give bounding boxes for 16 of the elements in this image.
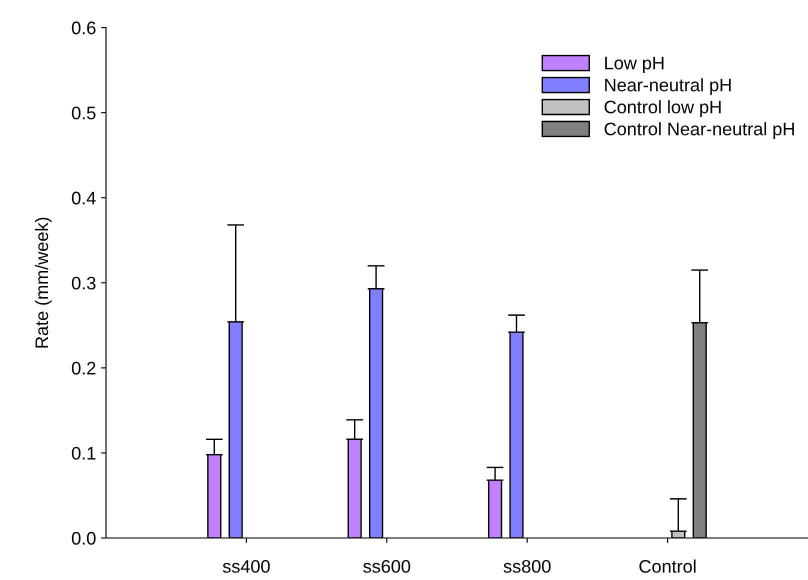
legend-label: Control Near-neutral pH — [604, 122, 794, 139]
y-tick-label: 0.3 — [72, 276, 96, 290]
x-tick-label: Control — [639, 560, 696, 573]
y-tick-label: 0.2 — [72, 362, 96, 375]
y-tick-label: 0.4 — [72, 192, 96, 204]
y-tick-label: 0.6 — [72, 22, 96, 34]
y-axis-title: Rate (mm/week) — [34, 218, 52, 348]
y-tick-label: 0.0 — [72, 532, 96, 545]
legend-label: Low pH — [605, 56, 664, 74]
legend-label: Control low pH — [604, 100, 721, 117]
y-tick-label: 0.5 — [72, 106, 96, 120]
legend-label: Near-neutral pH — [605, 78, 731, 95]
y-tick-label: 0.1 — [72, 446, 96, 460]
x-tick-label: ss400 — [222, 560, 270, 573]
x-tick-label: ss800 — [504, 560, 551, 573]
x-tick-label: ss600 — [363, 560, 410, 573]
